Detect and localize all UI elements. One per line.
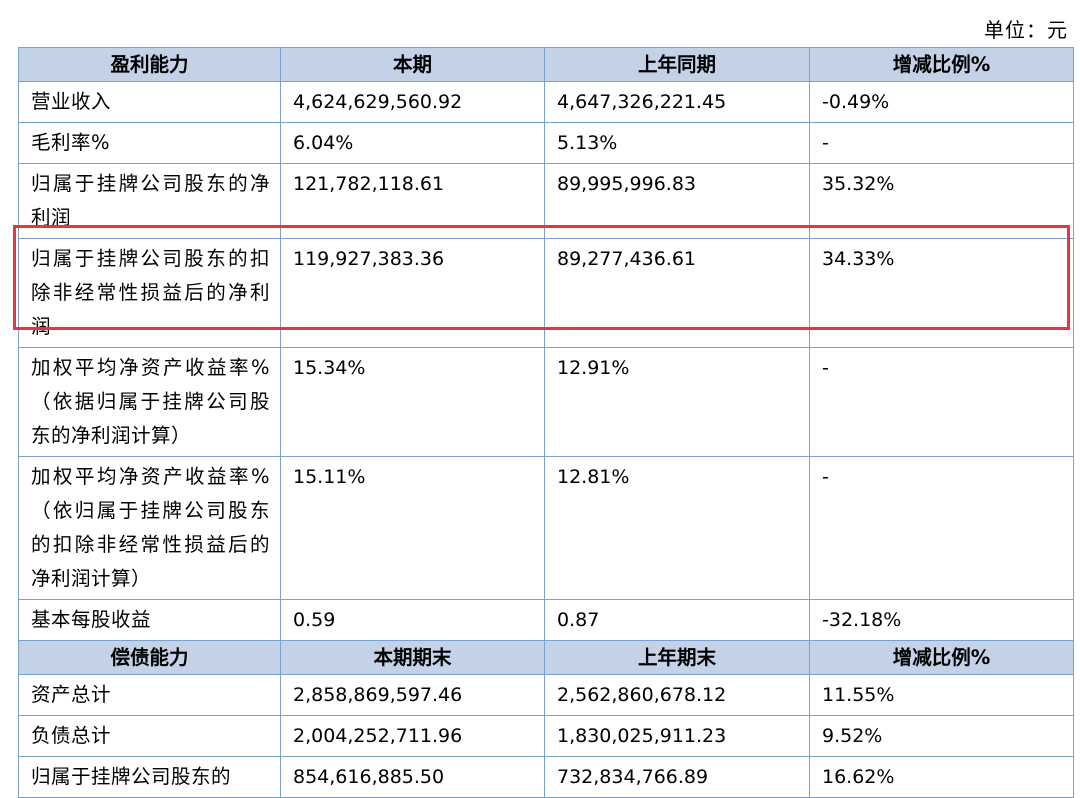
change-value: 34.33% — [809, 238, 1074, 348]
header-solvency: 偿债能力 — [18, 640, 281, 675]
row-label: 负债总计 — [18, 715, 281, 757]
change-value: - — [809, 347, 1074, 457]
change-value: -0.49% — [809, 81, 1074, 123]
prior-value: 4,647,326,221.45 — [544, 81, 810, 123]
row-label: 归属于挂牌公司股东的 — [18, 756, 281, 798]
prior-value: 5.13% — [544, 122, 810, 164]
header-prior-period: 上年同期 — [544, 47, 810, 82]
prior-value: 732,834,766.89 — [544, 756, 810, 798]
change-value: 11.55% — [809, 674, 1074, 716]
current-value: 2,004,252,711.96 — [280, 715, 545, 757]
change-value: - — [809, 122, 1074, 164]
prior-value: 89,277,436.61 — [544, 238, 810, 348]
header-prior-period-end: 上年期末 — [544, 640, 810, 675]
table-row: 营业收入 4,624,629,560.92 4,647,326,221.45 -… — [18, 81, 1074, 123]
current-value: 15.11% — [280, 456, 545, 600]
prior-value: 12.81% — [544, 456, 810, 600]
table-row: 资产总计 2,858,869,597.46 2,562,860,678.12 1… — [18, 674, 1074, 716]
table-row: 归属于挂牌公司股东的 854,616,885.50 732,834,766.89… — [18, 756, 1074, 798]
current-value: 15.34% — [280, 347, 545, 457]
current-value: 119,927,383.36 — [280, 238, 545, 348]
unit-label: 单位：元 — [984, 18, 1068, 42]
prior-value: 1,830,025,911.23 — [544, 715, 810, 757]
current-value: 121,782,118.61 — [280, 163, 545, 239]
row-label: 加权平均净资产收益率%（依归属于挂牌公司股东的扣除非经常性损益后的净利润计算） — [18, 456, 281, 600]
current-value: 854,616,885.50 — [280, 756, 545, 798]
header-current-period: 本期 — [280, 47, 545, 82]
change-value: 9.52% — [809, 715, 1074, 757]
table-row-highlighted: 归属于挂牌公司股东的扣除非经常性损益后的净利润 119,927,383.36 8… — [18, 238, 1074, 348]
row-label: 归属于挂牌公司股东的扣除非经常性损益后的净利润 — [18, 238, 281, 348]
change-value: - — [809, 456, 1074, 600]
current-value: 6.04% — [280, 122, 545, 164]
change-value: -32.18% — [809, 599, 1074, 641]
row-label: 资产总计 — [18, 674, 281, 716]
table-row: 加权平均净资产收益率%（依归属于挂牌公司股东的扣除非经常性损益后的净利润计算） … — [18, 456, 1074, 600]
header-profitability: 盈利能力 — [18, 47, 281, 82]
prior-value: 12.91% — [544, 347, 810, 457]
profitability-header-row: 盈利能力 本期 上年同期 增减比例% — [18, 47, 1074, 82]
prior-value: 2,562,860,678.12 — [544, 674, 810, 716]
change-value: 35.32% — [809, 163, 1074, 239]
row-label: 基本每股收益 — [18, 599, 281, 641]
row-label: 归属于挂牌公司股东的净利润 — [18, 163, 281, 239]
row-label: 营业收入 — [18, 81, 281, 123]
table-row: 负债总计 2,004,252,711.96 1,830,025,911.23 9… — [18, 715, 1074, 757]
row-label: 毛利率% — [18, 122, 281, 164]
solvency-header-row: 偿债能力 本期期末 上年期末 增减比例% — [18, 640, 1074, 675]
financial-indicators-table: 盈利能力 本期 上年同期 增减比例% 营业收入 4,624,629,560.92… — [18, 47, 1074, 798]
table-row: 毛利率% 6.04% 5.13% - — [18, 122, 1074, 164]
header-change-pct: 增减比例% — [809, 640, 1074, 675]
table-row: 基本每股收益 0.59 0.87 -32.18% — [18, 599, 1074, 641]
table-row: 归属于挂牌公司股东的净利润 121,782,118.61 89,995,996.… — [18, 163, 1074, 239]
prior-value: 0.87 — [544, 599, 810, 641]
header-current-period-end: 本期期末 — [280, 640, 545, 675]
current-value: 2,858,869,597.46 — [280, 674, 545, 716]
current-value: 4,624,629,560.92 — [280, 81, 545, 123]
header-change-pct: 增减比例% — [809, 47, 1074, 82]
row-label: 加权平均净资产收益率%（依据归属于挂牌公司股东的净利润计算） — [18, 347, 281, 457]
table-row: 加权平均净资产收益率%（依据归属于挂牌公司股东的净利润计算） 15.34% 12… — [18, 347, 1074, 457]
prior-value: 89,995,996.83 — [544, 163, 810, 239]
change-value: 16.62% — [809, 756, 1074, 798]
current-value: 0.59 — [280, 599, 545, 641]
